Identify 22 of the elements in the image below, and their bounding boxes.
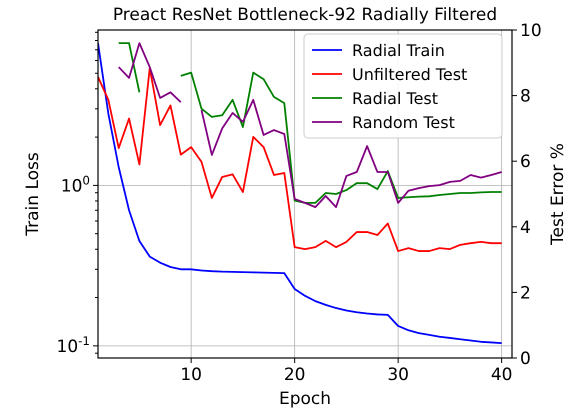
chart-title: Preact ResNet Bottleneck-92 Radially Filtered [112, 5, 498, 25]
line-series [98, 42, 503, 344]
legend-label: Radial Test [352, 89, 438, 108]
x-tick-label: 40 [490, 365, 512, 385]
y2-tick-label: 8 [520, 86, 531, 107]
legend-label: Radial Train [352, 41, 445, 60]
y2-axis-title: Test Error % [548, 143, 568, 246]
y-axis-title: Train Loss [23, 152, 43, 237]
y2-tick-label: 6 [520, 152, 531, 172]
y2-tick-label: 0 [520, 349, 531, 369]
y2-tick-label: 4 [520, 218, 531, 238]
y-tick-label: 10$^{0}$ [60, 173, 90, 196]
line-series [98, 67, 503, 252]
x-axis-title: Epoch [278, 389, 332, 409]
y-tick-label: 10$^{-1}$ [56, 334, 90, 357]
legend-label: Unfiltered Test [352, 65, 468, 84]
y2-tick-label: 2 [520, 283, 531, 304]
x-tick-label: 30 [387, 365, 409, 385]
legend-label: Random Test [352, 113, 455, 132]
y2-tick-label: 10 [520, 21, 542, 41]
x-tick-label: 20 [284, 365, 306, 385]
x-tick-label: 10 [180, 365, 202, 385]
